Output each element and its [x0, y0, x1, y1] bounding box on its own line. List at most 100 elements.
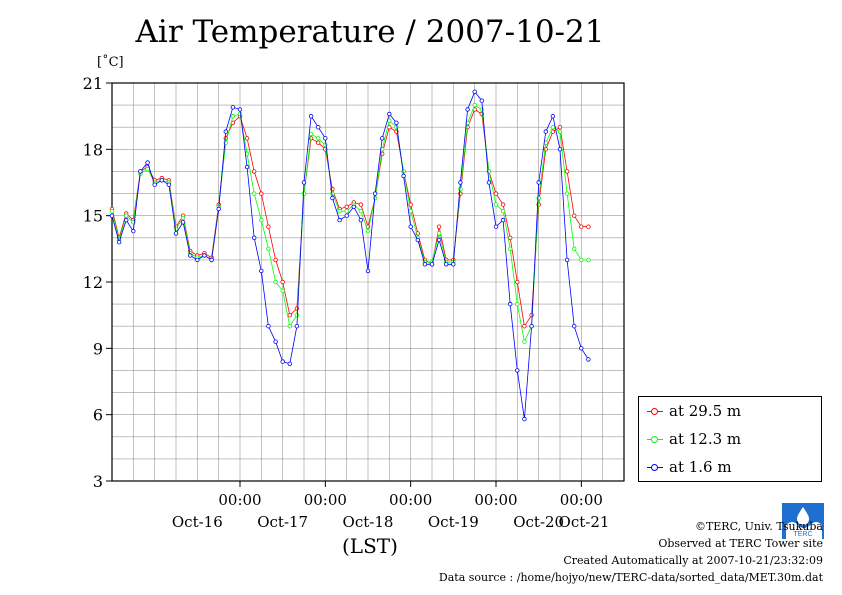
series-29-5m-point	[251, 169, 257, 174]
series-12-3m-point	[550, 124, 556, 130]
x-date-label: Oct-21	[559, 513, 610, 531]
chart-legend: at 29.5 m at 12.3 m at 1.6 m	[638, 396, 822, 482]
series-1-6m-point	[109, 213, 115, 218]
series-12-3m-point	[579, 257, 584, 263]
series-29-5m-point	[344, 204, 349, 209]
series-29-5m-point	[244, 136, 250, 141]
chart-title: Air Temperature / 2007-10-21	[135, 14, 605, 50]
series-1-6m-point	[301, 180, 307, 185]
series-12-3m-point	[586, 257, 591, 263]
series-1-6m-point	[145, 160, 150, 165]
series-1-6m-point	[287, 361, 292, 366]
y-axis-unit-label: [˚C]	[97, 55, 124, 70]
series-1-6m-point	[522, 416, 527, 422]
series-1-6m-point	[436, 237, 442, 243]
series-12-3m-point	[301, 191, 307, 196]
legend-marker	[651, 436, 658, 443]
series-12-3m-point	[287, 324, 292, 329]
series-1-6m-point	[209, 257, 214, 263]
y-tick-label: 18	[83, 140, 103, 159]
y-tick-label: 3	[93, 472, 103, 491]
series-1-6m-point	[557, 147, 563, 152]
series-12-3m-point	[266, 246, 271, 251]
series-29-5m-point	[266, 224, 271, 229]
series-29-5m-point	[557, 124, 563, 130]
legend-marker	[651, 464, 658, 471]
series-29-5m-point	[259, 191, 264, 196]
series-12-3m-point	[145, 166, 150, 172]
series-1-6m-point	[316, 124, 321, 130]
x-tick-time-label: 00:00	[474, 491, 517, 509]
series-29-5m-point	[508, 235, 513, 240]
series-12-3m-point	[493, 202, 499, 207]
series-1-6m-point	[251, 235, 257, 240]
x-tick-time-label: 00:00	[389, 491, 432, 509]
series-1-6m-point	[472, 89, 477, 94]
legend-item-1-6m: at 1.6 m	[639, 455, 821, 481]
logo-text: TERC	[793, 531, 812, 538]
series-1-6m-point	[308, 113, 314, 119]
logo-wave	[786, 522, 822, 539]
series-12-3m-point	[294, 313, 300, 318]
series-1-6m-point	[429, 262, 435, 267]
series-1-6m-point	[486, 180, 492, 185]
legend-item-29-5m: at 29.5 m	[639, 399, 821, 425]
series-29-5m-point	[522, 324, 527, 329]
copyright-text: ©TERC, Univ. Tsukuba	[694, 520, 823, 533]
series-1-6m-point	[394, 120, 399, 125]
series-29-5m-point	[493, 191, 499, 196]
series-1-6m-point	[237, 107, 243, 112]
series-12-3m-point	[109, 208, 115, 214]
series-12-3m-point	[394, 124, 399, 130]
series-12-3m-point	[522, 339, 527, 344]
series-1-6m-point	[372, 191, 378, 196]
x-date-label: Oct-16	[172, 513, 223, 531]
series-12-3m-point	[408, 208, 413, 214]
logo-drop	[797, 507, 809, 525]
series-12-3m-point	[259, 217, 264, 223]
created-text: Created Automatically at 2007-10-21/23:3…	[563, 554, 823, 567]
series-1-6m-point	[451, 262, 456, 267]
series-1-6m-point	[294, 324, 300, 329]
legend-item-12-3m: at 12.3 m	[639, 427, 821, 453]
site-text: Observed at TERC Tower site	[658, 537, 823, 550]
series-29-5m-point	[564, 169, 570, 174]
series-1-6m-point	[465, 107, 470, 112]
series-1-6m-point	[564, 257, 570, 263]
series-12-3m-point	[280, 288, 285, 293]
series-1-6m-point	[572, 324, 577, 329]
series-12-3m-point	[508, 246, 513, 251]
series-12-3m-point	[401, 169, 406, 174]
data-source-text: Data source : /home/hojyo/new/TERC-data/…	[438, 571, 823, 584]
series-1-6m-point	[479, 98, 484, 103]
series-12-3m-point	[572, 246, 577, 251]
series-12-3m-point	[557, 129, 563, 134]
x-date-label: Oct-20	[513, 513, 564, 531]
x-axis-label: (LST)	[342, 534, 398, 558]
series-1-6m-point	[216, 206, 221, 212]
terc-logo: TERC	[782, 503, 824, 539]
series-1-6m-point	[116, 239, 122, 245]
series-1-6m-point	[223, 129, 228, 134]
series-12-3m-point	[458, 186, 463, 192]
series-12-3m-point	[436, 231, 442, 236]
y-tick-label: 15	[83, 207, 103, 226]
series-12-3m-point	[308, 131, 314, 137]
x-date-label: Oct-19	[428, 513, 479, 531]
series-1-6m-point	[195, 257, 200, 263]
series-1-6m-point	[351, 204, 356, 209]
series-1-6m-point	[202, 253, 207, 258]
series-1-6m-point	[358, 217, 364, 223]
x-tick-time-label: 00:00	[560, 491, 603, 509]
series-29-5m-point	[287, 313, 292, 318]
series-1-6m-point	[323, 136, 328, 141]
series-29-5m-point	[579, 224, 584, 229]
series-12-3m-point	[358, 208, 364, 214]
series-12-3m-point	[536, 195, 541, 201]
x-date-label: Oct-18	[343, 513, 394, 531]
legend-marker	[651, 408, 658, 415]
series-29-5m-point	[316, 140, 321, 145]
series-1-6m-point	[138, 169, 143, 174]
series-29-5m-point	[529, 313, 534, 318]
